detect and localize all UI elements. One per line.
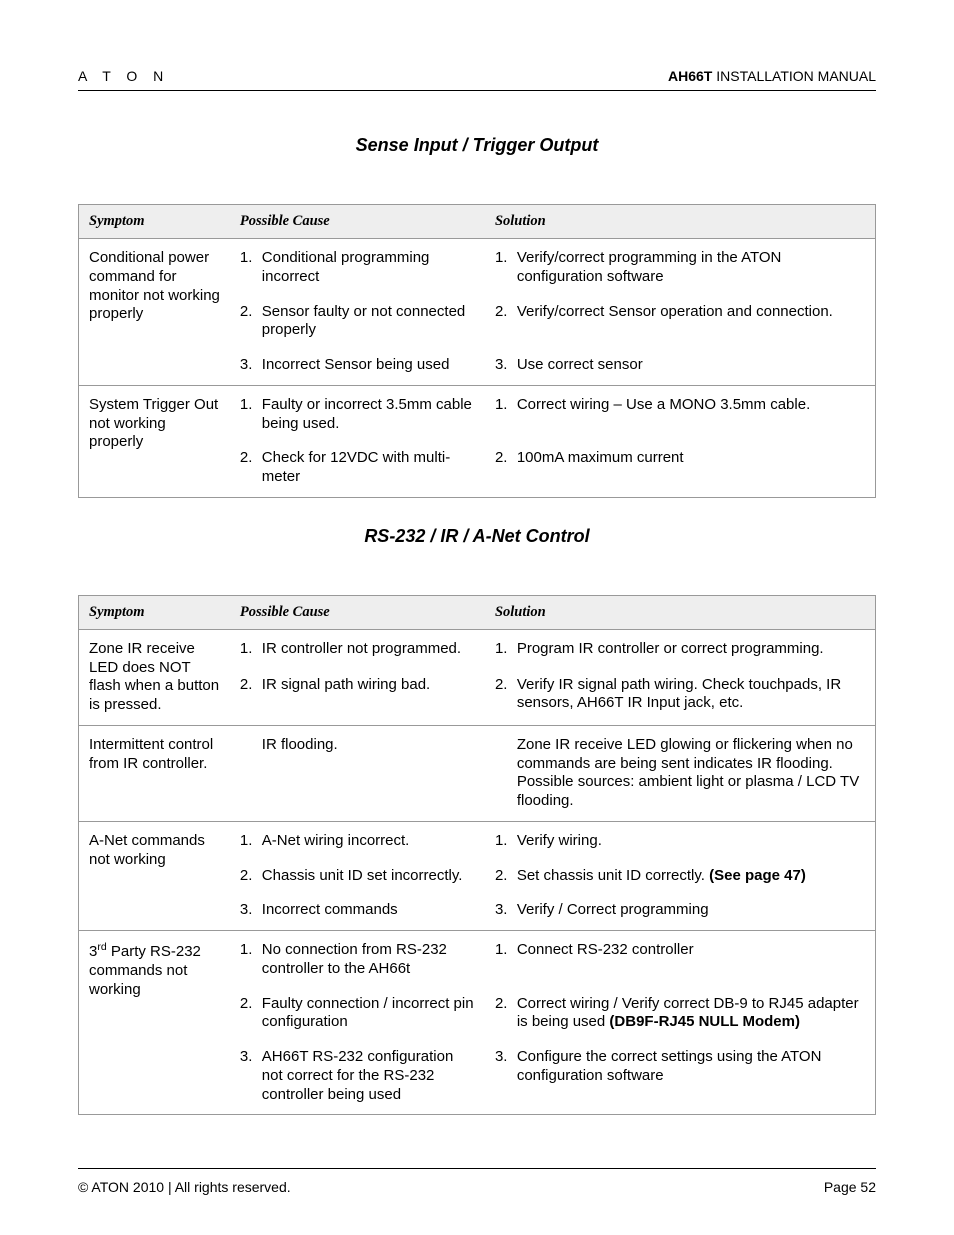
cause-text: IR controller not programmed. xyxy=(262,629,485,669)
cause-text: No connection from RS-232 controller to … xyxy=(262,931,485,989)
solution-number: 3. xyxy=(485,1042,517,1115)
solution-number: 1. xyxy=(485,239,517,297)
solution-number: 1. xyxy=(485,629,517,669)
cause-number: 1. xyxy=(230,385,262,443)
cause-number: 1. xyxy=(230,931,262,989)
col-header-symptom: Symptom xyxy=(79,595,230,629)
cause-text: IR signal path wiring bad. xyxy=(262,670,485,726)
solution-number: 1. xyxy=(485,385,517,443)
content-body: Sense Input / Trigger OutputSymptomPossi… xyxy=(78,135,876,1143)
cause-text: A-Net wiring incorrect. xyxy=(262,821,485,860)
solution-text: Verify/correct Sensor operation and conn… xyxy=(517,297,876,351)
cause-text: Faulty connection / incorrect pin config… xyxy=(262,989,485,1043)
cause-text: Sensor faulty or not connected properly xyxy=(262,297,485,351)
solution-text: Correct wiring – Use a MONO 3.5mm cable. xyxy=(517,385,876,443)
solution-text: Set chassis unit ID correctly. (See page… xyxy=(517,861,876,896)
cause-text: Conditional programming incorrect xyxy=(262,239,485,297)
col-header-symptom: Symptom xyxy=(79,205,230,239)
cause-number: 2. xyxy=(230,861,262,896)
symptom-cell: Intermittent control from IR controller. xyxy=(79,725,230,821)
solution-text: Correct wiring / Verify correct DB-9 to … xyxy=(517,989,876,1043)
cause-number: 3. xyxy=(230,1042,262,1115)
doc-title: AH66T INSTALLATION MANUAL xyxy=(668,68,876,84)
solution-text: Verify wiring. xyxy=(517,821,876,860)
solution-text: 100mA maximum current xyxy=(517,443,876,497)
page-footer: © ATON 2010 | All rights reserved. Page … xyxy=(78,1168,876,1195)
doc-type: INSTALLATION MANUAL xyxy=(712,68,876,84)
solution-number xyxy=(485,725,517,821)
cause-number: 2. xyxy=(230,670,262,726)
cause-number: 1. xyxy=(230,629,262,669)
cause-number: 3. xyxy=(230,895,262,930)
symptom-cell: System Trigger Out not working properly xyxy=(79,385,230,497)
cause-number: 2. xyxy=(230,989,262,1043)
symptom-cell: Conditional power command for monitor no… xyxy=(79,239,230,386)
solution-number: 2. xyxy=(485,297,517,351)
cause-number: 1. xyxy=(230,821,262,860)
table-row: A-Net commands not working1.A-Net wiring… xyxy=(79,821,876,860)
brand-name: A T O N xyxy=(78,68,169,84)
solution-number: 2. xyxy=(485,989,517,1043)
solution-text: Verify / Correct programming xyxy=(517,895,876,930)
symptom-cell: Zone IR receive LED does NOT flash when … xyxy=(79,629,230,725)
table-row: 3rd Party RS-232 commands not working1.N… xyxy=(79,931,876,989)
page-header: A T O N AH66T INSTALLATION MANUAL xyxy=(78,68,876,91)
table-row: System Trigger Out not working properly1… xyxy=(79,385,876,443)
section-title: RS-232 / IR / A-Net Control xyxy=(78,526,876,547)
solution-number: 2. xyxy=(485,670,517,726)
copyright-text: © ATON 2010 | All rights reserved. xyxy=(78,1179,291,1195)
solution-number: 3. xyxy=(485,350,517,385)
solution-text: Zone IR receive LED glowing or flickerin… xyxy=(517,725,876,821)
table-row: Intermittent control from IR controller.… xyxy=(79,725,876,821)
cause-text: Check for 12VDC with multi-meter xyxy=(262,443,485,497)
cause-number xyxy=(230,725,262,821)
solution-text: Program IR controller or correct program… xyxy=(517,629,876,669)
symptom-cell: A-Net commands not working xyxy=(79,821,230,930)
solution-text: Connect RS-232 controller xyxy=(517,931,876,989)
solution-number: 3. xyxy=(485,895,517,930)
section-title: Sense Input / Trigger Output xyxy=(78,135,876,156)
cause-text: Faulty or incorrect 3.5mm cable being us… xyxy=(262,385,485,443)
cause-text: IR flooding. xyxy=(262,725,485,821)
solution-text: Verify IR signal path wiring. Check touc… xyxy=(517,670,876,726)
cause-text: AH66T RS-232 configuration not correct f… xyxy=(262,1042,485,1115)
model-code: AH66T xyxy=(668,68,712,84)
solution-number: 1. xyxy=(485,931,517,989)
cause-number: 2. xyxy=(230,443,262,497)
table-row: Zone IR receive LED does NOT flash when … xyxy=(79,629,876,669)
solution-text: Use correct sensor xyxy=(517,350,876,385)
table-row: Conditional power command for monitor no… xyxy=(79,239,876,297)
solution-number: 2. xyxy=(485,443,517,497)
cause-number: 2. xyxy=(230,297,262,351)
col-header-solution: Solution xyxy=(485,595,876,629)
solution-number: 1. xyxy=(485,821,517,860)
solution-text: Verify/correct programming in the ATON c… xyxy=(517,239,876,297)
cause-number: 1. xyxy=(230,239,262,297)
solution-text: Configure the correct settings using the… xyxy=(517,1042,876,1115)
troubleshoot-table: SymptomPossible CauseSolutionZone IR rec… xyxy=(78,595,876,1116)
cause-text: Chassis unit ID set incorrectly. xyxy=(262,861,485,896)
col-header-cause: Possible Cause xyxy=(230,205,485,239)
solution-number: 2. xyxy=(485,861,517,896)
col-header-cause: Possible Cause xyxy=(230,595,485,629)
col-header-solution: Solution xyxy=(485,205,876,239)
cause-text: Incorrect Sensor being used xyxy=(262,350,485,385)
cause-text: Incorrect commands xyxy=(262,895,485,930)
cause-number: 3. xyxy=(230,350,262,385)
page-number: Page 52 xyxy=(824,1179,876,1195)
symptom-cell: 3rd Party RS-232 commands not working xyxy=(79,931,230,1115)
troubleshoot-table: SymptomPossible CauseSolutionConditional… xyxy=(78,204,876,498)
